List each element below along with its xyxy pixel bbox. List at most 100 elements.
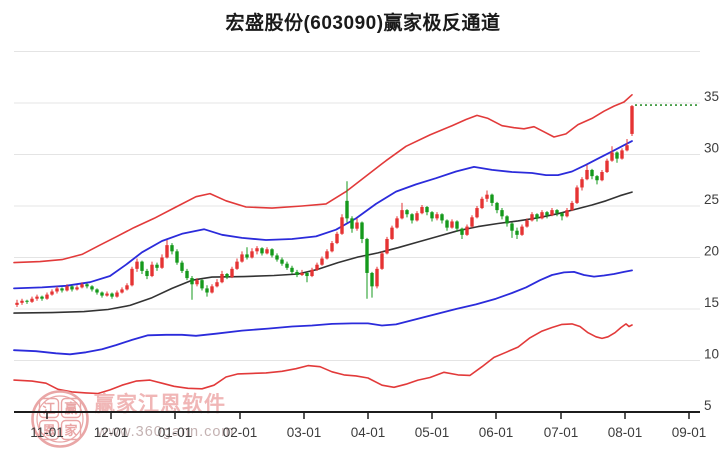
lower-blue-life-line	[13, 269, 633, 356]
upper-blue-life-line	[13, 140, 633, 290]
candle	[85, 284, 89, 287]
candle	[325, 251, 329, 259]
candle	[15, 302, 19, 305]
x-axis-label: 09-01	[672, 425, 707, 440]
candle	[385, 238, 389, 254]
y-axis-label: 15	[704, 295, 719, 310]
candle	[455, 221, 459, 229]
candle	[170, 245, 174, 252]
chart-title: 宏盛股份(603090)赢家极反通道	[225, 13, 501, 34]
candle	[495, 202, 499, 211]
x-axis-label: 12-01	[94, 425, 129, 440]
candle	[365, 238, 369, 273]
candle	[515, 230, 519, 235]
candle	[150, 264, 154, 277]
candle	[260, 248, 264, 254]
candle	[200, 280, 204, 289]
candle	[160, 257, 164, 268]
candle	[585, 169, 589, 180]
x-axis-label: 07-01	[544, 425, 579, 440]
candle	[115, 292, 119, 297]
candle	[525, 220, 529, 227]
candle	[280, 259, 284, 264]
candle	[390, 227, 394, 239]
candle	[220, 273, 224, 283]
candle	[620, 150, 624, 159]
axes	[14, 411, 700, 419]
candle	[135, 261, 139, 269]
candle	[120, 289, 124, 293]
x-axis-label: 02-01	[223, 425, 258, 440]
candle	[610, 152, 614, 161]
candle	[90, 286, 94, 290]
candle	[505, 216, 509, 224]
candle	[55, 288, 59, 292]
candle	[490, 194, 494, 203]
candle	[460, 228, 464, 235]
candle	[345, 200, 349, 219]
axis-labels: 11-01 12-01 01-01 02-01 03-01 04-01 05-01 06-01…	[30, 89, 719, 440]
candle	[50, 291, 54, 295]
x-axis-label: 03-01	[287, 425, 322, 440]
candle	[570, 202, 574, 211]
candle	[335, 233, 339, 244]
candle	[130, 268, 134, 286]
candle	[545, 212, 549, 216]
candle	[465, 226, 469, 235]
candlestick-series	[15, 105, 634, 307]
watermark-url-text: www.360gann.com	[96, 424, 235, 440]
y-axis-label: 25	[704, 192, 719, 207]
candle	[210, 286, 214, 293]
y-axis-label: 5	[704, 398, 712, 413]
candle	[285, 263, 289, 268]
candle	[240, 254, 244, 262]
candle	[590, 169, 594, 177]
candle	[510, 223, 514, 231]
candle	[530, 214, 534, 221]
candle	[330, 243, 334, 252]
candle	[70, 286, 74, 290]
candle	[575, 187, 579, 203]
candle	[255, 248, 259, 252]
candle	[155, 264, 159, 268]
seal-character: 赢	[64, 401, 77, 416]
candle	[375, 268, 379, 287]
gridlines	[14, 51, 700, 361]
candle	[320, 258, 324, 265]
candle	[535, 214, 539, 219]
candle	[410, 214, 414, 221]
candle	[215, 282, 219, 287]
candle	[275, 255, 279, 260]
candle	[360, 222, 364, 239]
candle	[415, 213, 419, 221]
candle	[40, 296, 44, 299]
x-axis-label: 04-01	[351, 425, 386, 440]
x-axis-label: 06-01	[479, 425, 514, 440]
candle	[380, 253, 384, 269]
candle	[310, 269, 314, 277]
seal-character: 家	[64, 423, 78, 438]
candle	[95, 289, 99, 293]
candle	[445, 220, 449, 228]
candle	[35, 296, 39, 299]
candle	[550, 210, 554, 216]
candle	[520, 226, 524, 235]
x-axis-label: 08-01	[608, 425, 643, 440]
candle	[355, 222, 359, 229]
upper-red-channel-line	[13, 94, 633, 264]
candle	[250, 251, 254, 258]
candle	[475, 208, 479, 218]
candle	[105, 293, 109, 296]
candle	[175, 251, 179, 263]
x-axis-label: 01-01	[158, 425, 193, 440]
candle	[225, 273, 229, 278]
candle	[65, 286, 69, 291]
candle	[235, 261, 239, 269]
x-axis-label: 11-01	[30, 425, 64, 440]
candle	[580, 179, 584, 188]
candle	[185, 270, 189, 279]
candle	[295, 271, 299, 276]
candle	[405, 210, 409, 215]
candle	[110, 293, 114, 297]
